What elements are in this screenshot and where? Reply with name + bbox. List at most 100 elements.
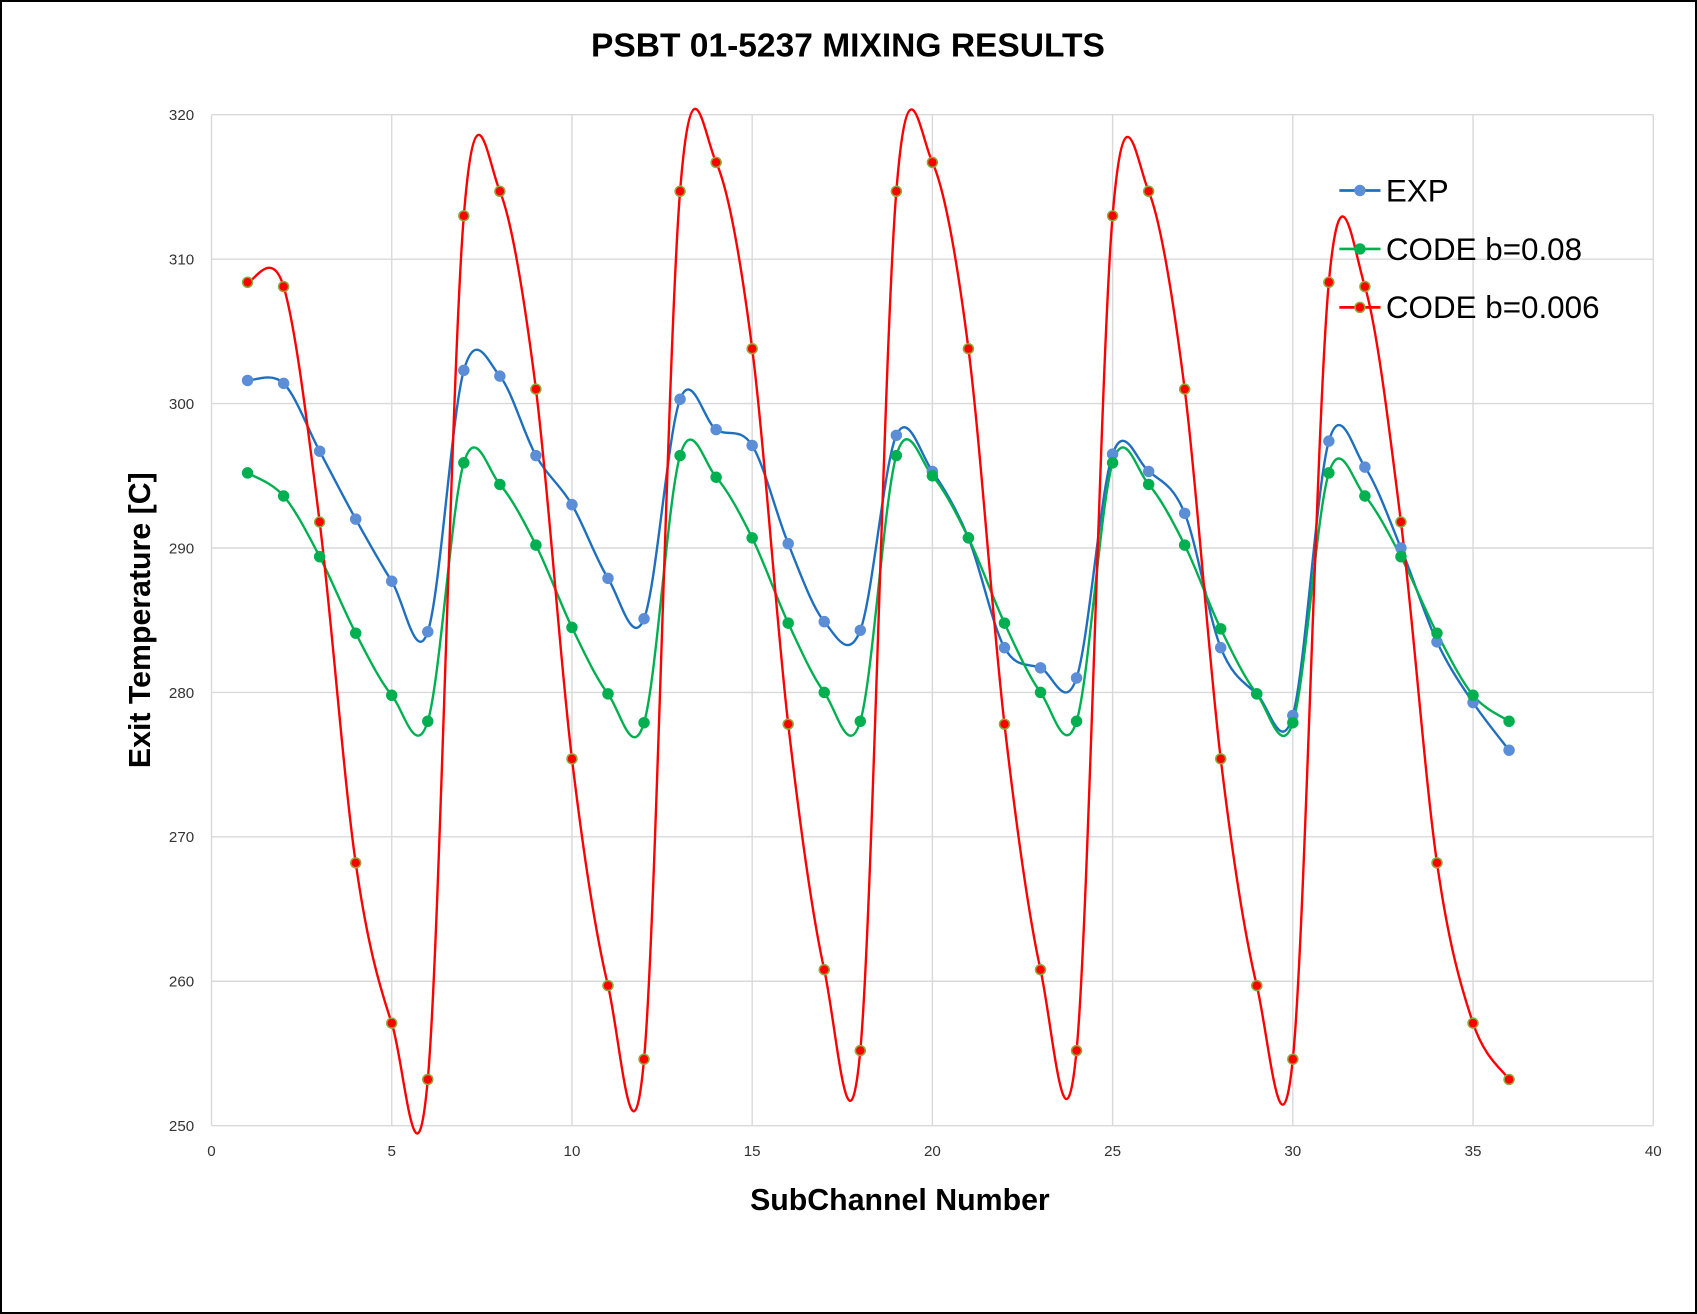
data-point-code-b-0-006 [674,185,686,198]
y-axis-label: Exit Temperature [C] [124,472,157,768]
data-point-exp [854,624,867,637]
data-point-code-b-0-08 [1359,490,1371,502]
data-point-code-b-0-08 [1178,539,1191,551]
data-point-exp [602,572,614,585]
data-point-exp [1178,507,1191,520]
data-point-code-b-0-006 [818,963,830,976]
data-point-exp [638,613,650,625]
y-tick-label: 280 [169,685,194,702]
y-tick-label: 260 [169,974,194,991]
y-tick-label: 300 [169,396,194,413]
data-point-code-b-0-08 [1214,623,1227,635]
chart-title: PSBT 01-5237 MIXING RESULTS [591,27,1105,64]
data-point-code-b-0-006 [962,342,975,355]
data-point-exp [494,370,506,382]
data-point-exp [1214,641,1227,654]
data-point-code-b-0-006 [277,280,290,293]
data-point-code-b-0-08 [1431,627,1443,639]
data-point-code-b-0-08 [782,617,794,629]
data-point-code-b-0-08 [854,715,867,728]
data-point-exp [818,615,830,628]
data-point-exp [1034,662,1047,674]
data-point-code-b-0-08 [1106,457,1119,469]
data-point-exp [422,626,434,638]
series-markers [241,156,1515,1086]
data-point-code-b-0-006 [1467,1017,1479,1029]
data-point-code-b-0-006 [782,718,794,730]
data-point-code-b-0-006 [746,342,758,355]
data-point-code-b-0-08 [386,689,398,702]
data-point-code-b-0-08 [349,627,362,639]
data-point-code-b-0-08 [1323,467,1335,479]
legend-marker-exp [1354,184,1366,197]
x-tick-label: 15 [744,1143,761,1160]
x-tick-label: 5 [388,1143,396,1160]
data-point-code-b-0-08 [422,715,434,728]
data-point-code-b-0-08 [313,550,326,563]
data-point-exp [1070,672,1083,684]
data-point-code-b-0-006 [1251,979,1263,992]
y-tick-label: 310 [169,252,194,269]
data-point-code-b-0-006 [1178,383,1191,395]
x-tick-label: 30 [1284,1143,1301,1160]
x-tick-label: 20 [924,1143,941,1160]
legend-marker-code-b-0-08 [1354,243,1366,255]
data-point-code-b-0-006 [890,185,903,198]
x-tick-label: 35 [1465,1143,1482,1160]
legend-label-code-b-0-08: CODE b=0.08 [1386,232,1582,267]
data-point-code-b-0-006 [349,857,362,869]
data-point-code-b-0-006 [1431,857,1443,869]
y-tick-label: 290 [169,540,194,557]
data-point-code-b-0-006 [1359,280,1371,293]
data-point-code-b-0-006 [1323,276,1335,288]
data-point-exp [386,575,398,587]
series-line-exp [247,348,1511,751]
data-point-exp [458,364,470,377]
data-point-code-b-0-08 [746,532,758,544]
data-point-code-b-0-08 [602,688,614,700]
data-point-code-b-0-006 [854,1044,867,1057]
data-point-exp [1359,461,1371,473]
data-point-code-b-0-08 [494,478,506,491]
data-point-exp [566,498,578,511]
data-point-code-b-0-006 [422,1073,434,1086]
data-point-code-b-0-08 [710,471,722,483]
data-point-exp [313,445,326,457]
gridlines [210,114,1654,1127]
data-point-code-b-0-006 [494,185,506,198]
data-point-code-b-0-08 [1287,717,1299,729]
y-tick-label: 270 [169,829,194,846]
data-point-exp [1323,435,1335,447]
data-point-code-b-0-08 [1251,688,1263,700]
y-tick-label: 320 [169,107,194,124]
data-point-exp [710,423,722,436]
data-point-code-b-0-006 [1395,516,1407,528]
data-point-code-b-0-006 [458,210,470,222]
data-point-code-b-0-08 [566,621,578,634]
data-point-code-b-0-08 [277,490,290,502]
data-point-code-b-0-08 [962,532,975,544]
data-point-code-b-0-006 [386,1017,398,1029]
data-point-code-b-0-08 [1395,550,1407,563]
data-point-code-b-0-08 [1467,689,1479,702]
data-point-exp [241,374,254,387]
legend-marker-code-b-0-006 [1354,301,1366,314]
data-point-code-b-0-08 [890,449,903,462]
data-point-code-b-0-006 [926,156,939,169]
data-point-exp [746,439,758,452]
legend: EXP CODE b=0.08 CODE b=0.006 [1339,173,1600,325]
x-tick-label: 40 [1645,1143,1662,1160]
data-point-exp [349,513,362,525]
legend-label-exp: EXP [1386,173,1449,208]
data-point-code-b-0-006 [998,718,1011,730]
data-point-code-b-0-006 [1287,1053,1299,1065]
x-axis-label: SubChannel Number [750,1184,1050,1217]
data-point-code-b-0-006 [602,979,614,992]
data-point-exp [782,537,794,550]
tick-labels: 250 260 270 280 290 300 310 320 0 5 10 15 20 25 30 35 40 [169,107,1662,1160]
data-point-code-b-0-006 [638,1053,650,1065]
data-point-code-b-0-006 [1214,753,1227,765]
data-point-code-b-0-006 [1034,963,1047,976]
data-point-code-b-0-08 [926,470,939,482]
